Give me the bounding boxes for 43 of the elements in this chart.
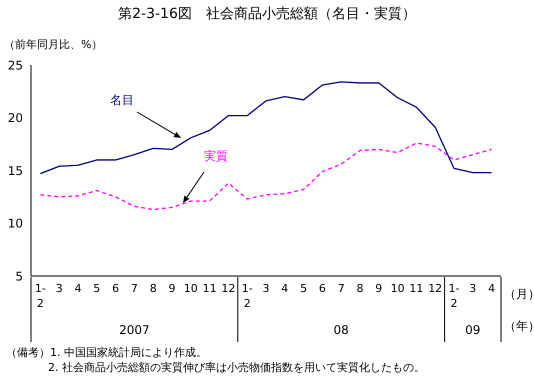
y-tick-label: 15: [8, 164, 23, 178]
x-tick-label: 4: [488, 282, 496, 295]
x-tick-label: 10: [184, 282, 198, 295]
x-tick-label: 11: [409, 282, 424, 295]
x-tick-label: 3: [469, 282, 476, 295]
x-tick-label: 12: [221, 282, 236, 295]
text: 2. 社会商品小売総額の実質伸び率は小売物価指数を用いて実質化したもの。: [48, 361, 425, 374]
text: 名目: [110, 93, 134, 107]
x-tick-label: 10: [390, 282, 405, 295]
y-tick-label: 20: [8, 111, 23, 126]
x-tick-label: 4: [281, 282, 288, 295]
x-tick-label: 3: [262, 282, 270, 295]
x-tick-label: 6: [112, 282, 120, 295]
x-tick-label: 5: [300, 282, 308, 295]
x-tick-label: 1-2: [34, 282, 46, 310]
x-tick-label: 11: [202, 282, 217, 295]
x-tick-label: 7: [130, 282, 138, 295]
x-tick-label: 9: [168, 282, 176, 295]
x-tick-label: 7: [338, 282, 345, 295]
text: （年）: [504, 319, 534, 333]
series-label: 実質: [204, 149, 228, 163]
y-tick-label: 5: [15, 269, 23, 284]
line-series: [40, 81, 492, 174]
text: （月）: [504, 287, 534, 301]
text: 09: [465, 323, 480, 337]
x-tick-label: 8: [356, 282, 364, 295]
text: 2007: [119, 323, 150, 337]
x-tick-label: 5: [93, 282, 100, 295]
chart-title: 第2-3-16図 社会商品小売総額（名目・実質）: [118, 6, 416, 22]
line-series: [40, 142, 492, 210]
text: 08: [334, 323, 349, 337]
x-tick-label: 1-2: [242, 282, 253, 310]
x-tick-label: 1-2: [448, 282, 460, 310]
x-tick-label: 8: [150, 282, 157, 295]
x-tick-label: 3: [56, 282, 63, 295]
y-axis-title: （前年同月比、%）: [4, 38, 102, 51]
x-tick-label: 4: [74, 282, 82, 295]
x-tick-label: 6: [318, 282, 326, 295]
y-tick-label: 25: [8, 58, 23, 72]
y-tick-label: 10: [8, 216, 23, 231]
text: （備考）1. 中国国家統計局により作成。: [6, 346, 207, 359]
x-tick-label: 9: [375, 282, 382, 295]
x-tick-label: 12: [428, 282, 442, 295]
